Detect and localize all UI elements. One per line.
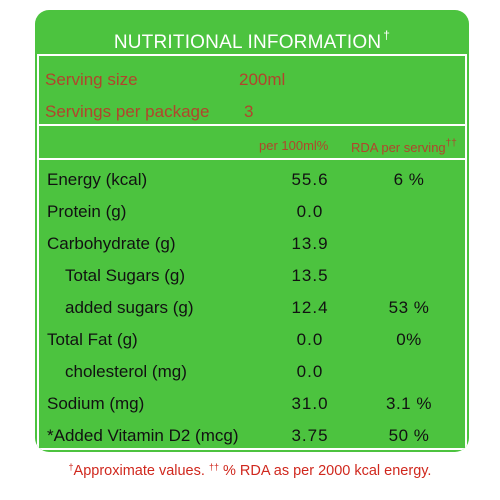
- serving-size-label: Serving size: [45, 70, 138, 89]
- column-header-box: per 100ml% RDA per serving††: [37, 124, 467, 160]
- per100-header: per 100ml%: [259, 138, 329, 153]
- nutrient-label: Total Fat (g): [47, 330, 138, 349]
- title-dagger: †: [383, 28, 391, 42]
- rda-value: 0%: [396, 330, 422, 349]
- servings-per-package-value: 3: [244, 102, 254, 121]
- per100-value: 55.6: [291, 170, 329, 189]
- per100-value: 13.5: [291, 266, 329, 285]
- nutrient-table: Energy (kcal) 55.6 6 % Protein (g) 0.0 C…: [37, 158, 467, 450]
- table-row: Protein (g) 0.0: [39, 196, 469, 228]
- rda-value: 6 %: [393, 170, 425, 189]
- per100-value: 0.0: [296, 202, 324, 221]
- serving-size-value: 200ml: [239, 70, 286, 89]
- table-row: cholesterol (mg) 0.0: [39, 356, 469, 388]
- per100-value: 3.75: [291, 426, 329, 445]
- title-text: NUTRITIONAL INFORMATION: [113, 32, 382, 53]
- servings-per-package-label: Servings per package: [45, 102, 210, 121]
- table-row: added sugars (g) 12.4 53 %: [39, 292, 469, 324]
- nutrient-label: Protein (g): [47, 202, 127, 221]
- rda-value: 3.1 %: [386, 394, 432, 413]
- nutrient-label: Sodium (mg): [47, 394, 145, 413]
- per100-value: 12.4: [291, 298, 329, 317]
- rda-header: RDA per serving††: [351, 138, 457, 155]
- nutrition-panel: NUTRITIONAL INFORMATION † Serving size 20…: [35, 10, 469, 452]
- footnote: †Approximate values. †† % RDA as per 200…: [0, 462, 500, 479]
- nutrient-label: added sugars (g): [65, 298, 194, 317]
- per100-value: 13.9: [291, 234, 329, 253]
- footnote-approx-text: Approximate values.: [73, 463, 205, 479]
- per100-value: 31.0: [291, 394, 329, 413]
- rda-value: 53 %: [388, 298, 430, 317]
- serving-info-box: Serving size 200ml Servings per package …: [37, 54, 467, 126]
- per100-value: 0.0: [296, 362, 324, 381]
- rda-header-text: RDA per serving: [351, 140, 446, 155]
- nutrient-label: *Added Vitamin D2 (mcg): [47, 426, 239, 445]
- nutrient-label: cholesterol (mg): [65, 362, 187, 381]
- per100-value: 0.0: [296, 330, 324, 349]
- nutrient-label: Energy (kcal): [47, 170, 148, 189]
- footnote-rda-text: % RDA as per 2000 kcal energy.: [222, 463, 432, 479]
- nutrient-label: Carbohydrate (g): [47, 234, 176, 253]
- panel-title: NUTRITIONAL INFORMATION †: [35, 10, 469, 54]
- table-row: Total Sugars (g) 13.5: [39, 260, 469, 292]
- rda-value: 50 %: [388, 426, 430, 445]
- rda-header-dagger: ††: [445, 138, 457, 149]
- table-row: Sodium (mg) 31.0 3.1 %: [39, 388, 469, 420]
- footnote-double-dagger: ††: [208, 462, 219, 472]
- footnote-dagger: †: [68, 462, 74, 472]
- table-row: *Added Vitamin D2 (mcg) 3.75 50 %: [39, 420, 469, 452]
- table-row: Energy (kcal) 55.6 6 %: [39, 164, 469, 196]
- table-row: Total Fat (g) 0.0 0%: [39, 324, 469, 356]
- table-row: Carbohydrate (g) 13.9: [39, 228, 469, 260]
- nutrient-label: Total Sugars (g): [65, 266, 185, 285]
